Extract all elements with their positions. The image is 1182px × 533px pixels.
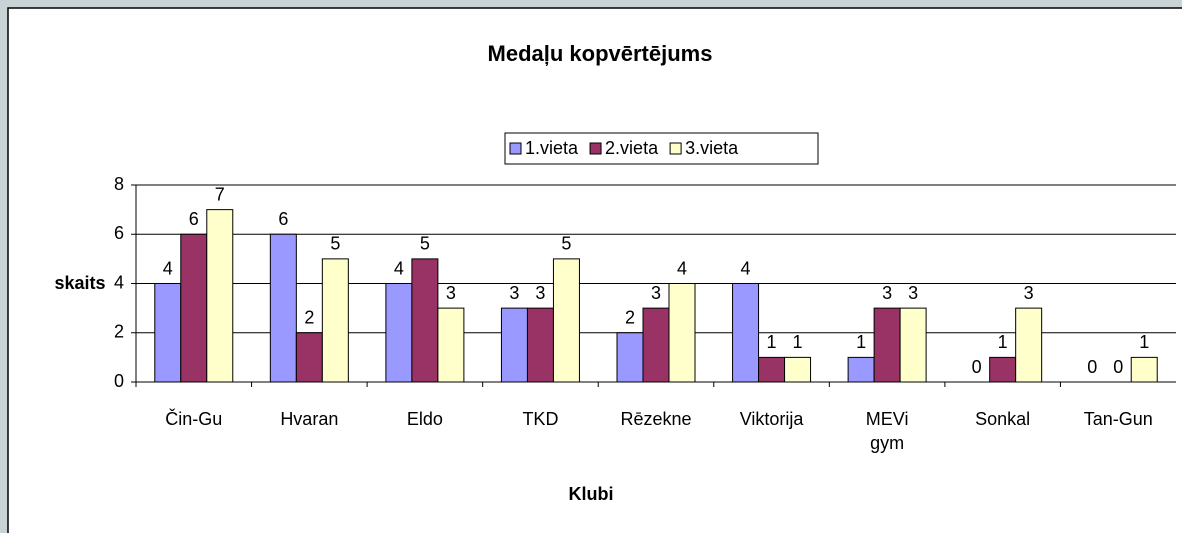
- bar: [411, 258, 439, 383]
- legend-label: 1.vieta: [525, 138, 579, 158]
- y-tick-label: 2: [114, 322, 124, 342]
- value-label: 5: [330, 234, 340, 254]
- y-tick-label: 8: [114, 174, 124, 194]
- bar: [500, 307, 528, 383]
- value-label: 3: [651, 283, 661, 303]
- value-label: 3: [1024, 283, 1034, 303]
- value-label: 2: [304, 308, 314, 328]
- x-tick-label: Rēzekne: [620, 409, 692, 429]
- x-tick-label: TKD: [522, 409, 559, 429]
- value-label: 1: [1139, 332, 1149, 352]
- x-tick-label: Viktorija: [739, 409, 804, 429]
- x-tick-label: Hvaran: [280, 409, 339, 429]
- bar: [552, 258, 580, 383]
- value-label: 0: [972, 357, 982, 377]
- x-tick-label: Sonkal: [975, 409, 1031, 429]
- bar: [1015, 307, 1043, 383]
- y-tick-label: 6: [114, 223, 124, 243]
- x-axis-title: Klubi: [569, 484, 614, 504]
- value-label: 0: [1113, 357, 1123, 377]
- bar: [437, 307, 465, 383]
- bar: [180, 233, 208, 383]
- bar: [385, 283, 413, 383]
- value-label: 2: [625, 308, 635, 328]
- bar: [873, 307, 901, 383]
- value-label: 5: [561, 234, 571, 254]
- bar: [616, 332, 644, 383]
- value-label: 3: [509, 283, 519, 303]
- value-label: 0: [1087, 357, 1097, 377]
- value-label: 4: [394, 258, 404, 278]
- bar: [526, 307, 554, 383]
- value-label: 1: [793, 332, 803, 352]
- x-tick-label: MEVi gym: [865, 409, 909, 453]
- bar: [784, 356, 812, 383]
- value-label: 3: [882, 283, 892, 303]
- bar: [989, 356, 1017, 383]
- x-tick-label: Eldo: [406, 409, 443, 429]
- bar: [269, 233, 297, 383]
- value-label: 1: [767, 332, 777, 352]
- value-label: 6: [278, 209, 288, 229]
- legend-label: 3.vieta: [685, 138, 739, 158]
- chart-title: Medaļu kopvērtējums: [488, 41, 713, 66]
- bar: [899, 307, 927, 383]
- value-label: 3: [908, 283, 918, 303]
- bar: [668, 283, 696, 383]
- legend-box: [504, 132, 819, 165]
- value-label: 7: [215, 184, 225, 204]
- value-label: 4: [163, 258, 173, 278]
- value-label: 4: [741, 258, 751, 278]
- value-label: 3: [446, 283, 456, 303]
- value-label: 3: [535, 283, 545, 303]
- bar: [847, 356, 875, 383]
- legend-swatch: [509, 142, 522, 155]
- value-label: 1: [998, 332, 1008, 352]
- bar: [1130, 356, 1158, 383]
- value-label: 1: [856, 332, 866, 352]
- bar: [758, 356, 786, 383]
- legend-swatch: [669, 142, 682, 155]
- bar: [321, 258, 349, 383]
- legend-label: 2.vieta: [605, 138, 659, 158]
- value-label: 5: [420, 234, 430, 254]
- y-tick-label: 4: [114, 272, 124, 292]
- bar: [295, 332, 323, 383]
- bar: [732, 283, 760, 383]
- y-tick-label: 0: [114, 371, 124, 391]
- bar: [154, 283, 182, 383]
- value-label: 6: [189, 209, 199, 229]
- y-axis-title: skaits: [54, 273, 105, 293]
- value-label: 4: [677, 258, 687, 278]
- bar: [642, 307, 670, 383]
- bar: [206, 209, 234, 383]
- x-tick-label: Čin-Gu: [165, 409, 223, 429]
- x-tick-label: Tan-Gun: [1083, 409, 1153, 429]
- legend-swatch: [589, 142, 602, 155]
